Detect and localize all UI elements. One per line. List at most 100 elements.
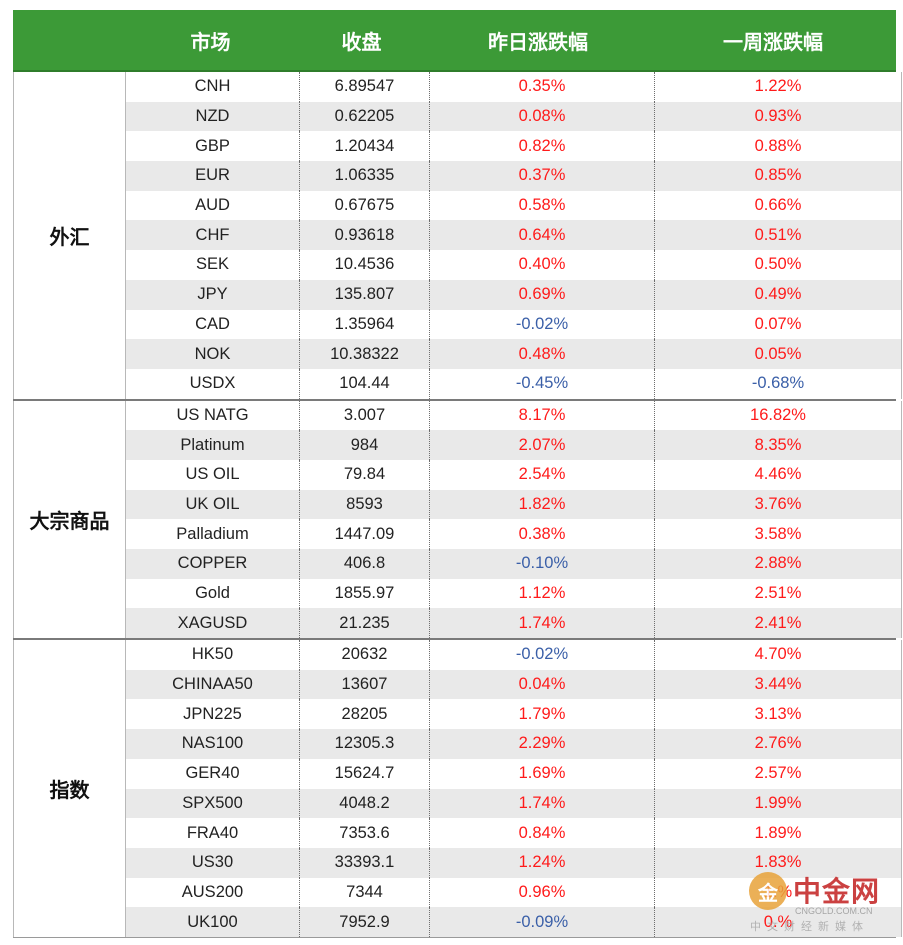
cell-weekly-change: 0.85% <box>655 161 902 191</box>
cell-market: US30 <box>126 847 300 878</box>
cell-market: Gold <box>126 578 300 609</box>
cell-weekly-change: 0.93% <box>655 101 902 132</box>
cell-close: 10.4536 <box>300 250 430 280</box>
table-row: NAS100 12305.3 2.29% 2.76% <box>126 729 902 759</box>
cell-close: 1.06335 <box>300 161 430 191</box>
cell-weekly-change: 4.46% <box>655 459 902 490</box>
section-0: 外汇 CNH 6.89547 0.35% 1.22% NZD 0.62205 0.08% 0.9… <box>13 72 902 401</box>
cell-weekly-change: 0.51% <box>655 220 902 251</box>
cell-daily-change: 0.48% <box>430 339 655 369</box>
cell-close: 13607 <box>300 669 430 700</box>
cell-market: UK OIL <box>126 489 300 520</box>
table-row: EUR 1.06335 0.37% 0.85% <box>126 161 902 191</box>
table-row: NOK 10.38322 0.48% 0.05% <box>126 339 902 369</box>
cell-weekly-change: 3.13% <box>655 699 902 730</box>
section-label: 外汇 <box>13 72 126 399</box>
cell-close: 0.93618 <box>300 220 430 251</box>
table-header: 市场 收盘 昨日涨跌幅 一周涨跌幅 <box>13 10 896 72</box>
cell-market: JPY <box>126 279 300 310</box>
cell-market: Platinum <box>126 430 300 460</box>
cell-close: 15624.7 <box>300 758 430 789</box>
cell-close: 6.89547 <box>300 72 430 102</box>
table-body: 外汇 CNH 6.89547 0.35% 1.22% NZD 0.62205 0.08% 0.9… <box>13 72 902 938</box>
cell-weekly-change: 2.41% <box>655 608 902 639</box>
header-weekly-change: 一周涨跌幅 <box>723 29 823 54</box>
cell-market: NZD <box>126 101 300 132</box>
cell-market: USDX <box>126 368 300 399</box>
table-row: GER40 15624.7 1.69% 2.57% <box>126 758 902 789</box>
cell-market: CNH <box>126 72 300 102</box>
cell-market: GER40 <box>126 758 300 789</box>
cell-market: UK100 <box>126 907 300 937</box>
cell-market: US OIL <box>126 459 300 490</box>
cell-daily-change: 0.08% <box>430 101 655 132</box>
cell-market: US NATG <box>126 400 300 431</box>
header-market: 市场 <box>190 29 231 54</box>
cell-close: 1.20434 <box>300 131 430 162</box>
cell-close: 1447.09 <box>300 519 430 549</box>
cell-daily-change: 1.82% <box>430 489 655 520</box>
cell-close: 21.235 <box>300 608 430 639</box>
section-rows: CNH 6.89547 0.35% 1.22% NZD 0.62205 0.08% 0.93%… <box>126 72 902 399</box>
cell-market: SEK <box>126 250 300 280</box>
cell-weekly-change: 1.83% <box>655 847 902 878</box>
cell-daily-change: 2.54% <box>430 459 655 490</box>
cell-daily-change: -0.45% <box>430 368 655 399</box>
cell-close: 1.35964 <box>300 309 430 340</box>
cell-daily-change: 0.35% <box>430 72 655 102</box>
cell-daily-change: -0.09% <box>430 907 655 937</box>
section-rows: US NATG 3.007 8.17% 16.82% Platinum 984 2.07% 8… <box>126 400 902 639</box>
cell-close: 7353.6 <box>300 818 430 848</box>
table-row: CNH 6.89547 0.35% 1.22% <box>126 72 902 102</box>
table-row: JPY 135.807 0.69% 0.49% <box>126 279 902 310</box>
cell-close: 3.007 <box>300 400 430 431</box>
table-row: CHINAA50 13607 0.04% 3.44% <box>126 669 902 700</box>
cell-daily-change: 1.74% <box>430 608 655 639</box>
cell-daily-change: 0.40% <box>430 250 655 280</box>
cell-market: EUR <box>126 161 300 191</box>
table-row: USDX 104.44 -0.45% -0.68% <box>126 368 902 399</box>
cell-weekly-change: -0.68% <box>655 368 902 399</box>
cell-market: NOK <box>126 339 300 369</box>
cell-market: Palladium <box>126 519 300 549</box>
table-row: US NATG 3.007 8.17% 16.82% <box>126 400 902 431</box>
cell-weekly-change: 2.76% <box>655 729 902 759</box>
cell-market: JPN225 <box>126 699 300 730</box>
cell-weekly-change: 0.66% <box>655 190 902 221</box>
section-1: 大宗商品 US NATG 3.007 8.17% 16.82% Platinum 984 2.… <box>13 400 902 641</box>
cell-daily-change: 0.04% <box>430 669 655 700</box>
cell-weekly-change: 1.22% <box>655 72 902 102</box>
table-row: Palladium 1447.09 0.38% 3.58% <box>126 519 902 549</box>
section-label: 指数 <box>13 640 126 937</box>
cell-daily-change: -0.02% <box>430 640 655 670</box>
cell-weekly-change: 0.88% <box>655 131 902 162</box>
chinagold-coin-icon: 金 <box>749 872 787 910</box>
cell-market: SPX500 <box>126 788 300 819</box>
table-row: UK100 7952.9 -0.09% 0.% <box>126 907 902 937</box>
cell-market: XAGUSD <box>126 608 300 639</box>
cell-close: 7344 <box>300 877 430 908</box>
cell-market: CHINAA50 <box>126 669 300 700</box>
table-row: Platinum 984 2.07% 8.35% <box>126 430 902 460</box>
cell-daily-change: 8.17% <box>430 400 655 431</box>
cell-close: 4048.2 <box>300 788 430 819</box>
cell-daily-change: 0.64% <box>430 220 655 251</box>
watermark-tagline: 中文财经新媒体 <box>750 920 869 933</box>
market-table: 市场 收盘 昨日涨跌幅 一周涨跌幅 外汇 CNH 6.89547 0.35% 1.22%… <box>13 10 902 938</box>
cell-weekly-change: 3.58% <box>655 519 902 549</box>
cell-daily-change: 0.38% <box>430 519 655 549</box>
cell-weekly-change: 16.82% <box>655 400 902 431</box>
cell-daily-change: 2.07% <box>430 430 655 460</box>
cell-weekly-change: 2.51% <box>655 578 902 609</box>
table-row: FRA40 7353.6 0.84% 1.89% <box>126 818 902 848</box>
watermark-url: CNGOLD.COM.CN <box>795 906 873 916</box>
cell-weekly-change: 2.57% <box>655 758 902 789</box>
cell-weekly-change: 3.76% <box>655 489 902 520</box>
watermark: 金 中金网 CNGOLD.COM.CN 中文财经新媒体 <box>745 868 895 938</box>
table-row: US OIL 79.84 2.54% 4.46% <box>126 459 902 490</box>
table-row: AUD 0.67675 0.58% 0.66% <box>126 190 902 221</box>
cell-daily-change: 0.58% <box>430 190 655 221</box>
cell-close: 984 <box>300 430 430 460</box>
table-row: NZD 0.62205 0.08% 0.93% <box>126 101 902 132</box>
table-row: COPPER 406.8 -0.10% 2.88% <box>126 549 902 579</box>
